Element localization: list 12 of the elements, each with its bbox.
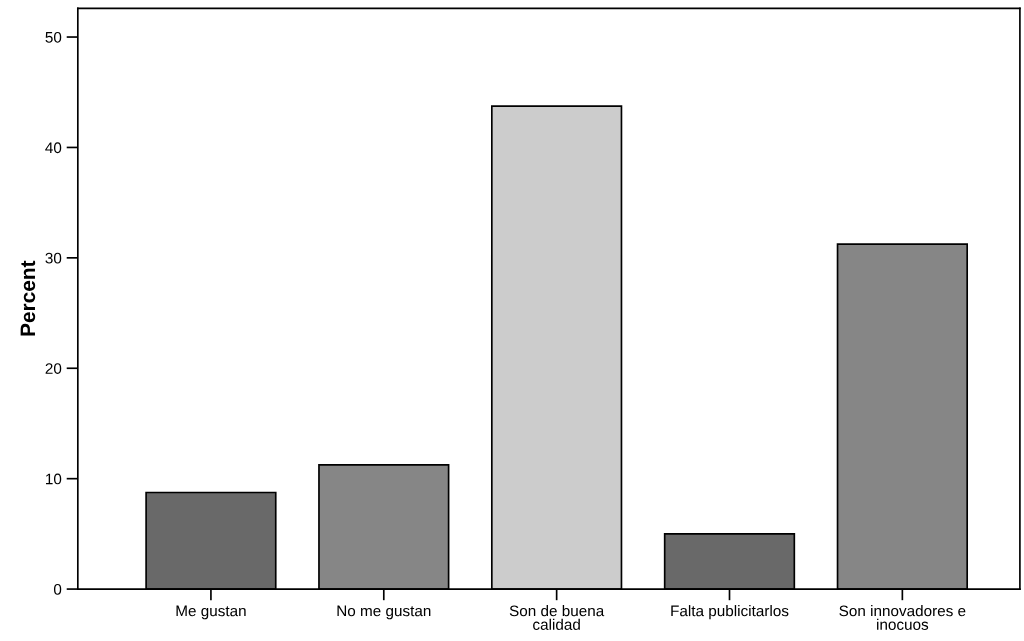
y-axis-title: Percent — [20, 260, 36, 336]
y-tick-label: 0 — [53, 583, 62, 595]
y-tick-label: 10 — [46, 473, 62, 485]
y-tick-label: 20 — [45, 363, 62, 374]
y-tick-label: 50 — [45, 31, 62, 43]
x-tick-label: Son de buena calidad — [509, 605, 605, 630]
x-tick-label: Son innovadores e inocuos — [839, 605, 966, 630]
y-tick-label: 40 — [45, 142, 62, 154]
x-tick-label: Falta publicitarlos — [671, 605, 789, 620]
y-tick-label: 30 — [45, 252, 62, 264]
x-tick-label: No me gustan — [337, 605, 431, 620]
x-tick-label: Me gustan — [176, 605, 246, 620]
